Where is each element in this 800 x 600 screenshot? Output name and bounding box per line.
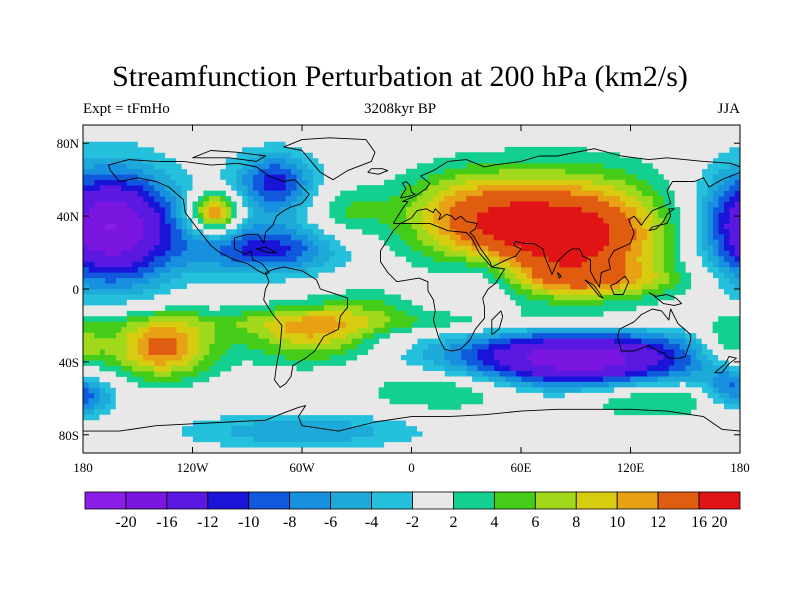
colorbar-swatch — [616, 491, 659, 510]
x-tick-label: 120E — [617, 460, 645, 475]
field-band-6 — [83, 152, 740, 443]
colorbar-label: 6 — [531, 514, 539, 531]
coastline-4 — [393, 171, 740, 288]
colorbar-swatch — [534, 491, 577, 510]
colorbar-swatch — [330, 491, 372, 510]
colorbar-label: -12 — [197, 514, 218, 531]
field-band-9 — [83, 146, 740, 416]
chart-title: Streamfunction Perturbation at 200 hPa (… — [112, 60, 688, 93]
axis-ticks: 180 120W 60W 0 60E 120E 180 80N 40N 0 40S 80S — [57, 125, 750, 475]
colorbar-label: 2 — [449, 514, 457, 531]
x-tick-label: 0 — [408, 460, 415, 475]
field-band-5 — [83, 157, 740, 410]
coastline-3 — [392, 148, 740, 224]
colorbar: -20 -16 -12 -10 -8 -6 -4 -2 2 4 6 8 10 12 16 20 — [84, 491, 741, 531]
colorbar-swatch — [493, 491, 536, 510]
colorbar-label: 10 — [609, 514, 625, 531]
colorbar-swatch — [657, 491, 700, 510]
colorbar-label: -6 — [324, 514, 337, 531]
experiment-label: Expt = tFmHo — [83, 101, 170, 117]
field-band-10 — [83, 163, 681, 383]
colorbar-label: -2 — [406, 514, 419, 531]
field-band-4 — [83, 163, 740, 405]
colorbar-label: -8 — [283, 514, 296, 531]
y-tick-label: 80N — [57, 136, 80, 151]
season-label: JJA — [717, 101, 740, 117]
y-tick-label: 0 — [73, 282, 80, 297]
colorbar-swatch — [575, 491, 618, 510]
colorbar-label: -10 — [238, 514, 259, 531]
coastline-8 — [83, 405, 740, 432]
coastline-9 — [648, 292, 683, 306]
coastline-12 — [648, 208, 675, 232]
colorbar-swatch — [207, 491, 250, 510]
x-tick-label: 60W — [289, 460, 315, 475]
colorbar-label: 12 — [650, 514, 666, 531]
colorbar-label: 16 — [691, 514, 707, 531]
colorbar-swatch — [84, 491, 127, 510]
coastline-13 — [400, 181, 416, 199]
coastlines — [83, 137, 740, 432]
colorbar-label: -20 — [115, 514, 136, 531]
y-tick-label: 80S — [59, 428, 79, 443]
coastline-0 — [108, 159, 310, 275]
colorbar-swatch — [248, 491, 291, 510]
coastline-14 — [367, 168, 389, 175]
field-band-0 — [104, 223, 117, 230]
colorbar-label: 8 — [572, 514, 580, 531]
coastline-16 — [256, 246, 277, 254]
coastline-6 — [491, 310, 504, 335]
colorbar-swatch — [371, 491, 413, 510]
coastline-1 — [283, 137, 376, 181]
colorbar-label: 4 — [490, 514, 498, 531]
coastline-15 — [714, 355, 737, 374]
time-label: 3208kyr BP — [363, 101, 437, 117]
coastline-10 — [584, 279, 604, 299]
coastline-2 — [263, 266, 349, 388]
coastline-7 — [617, 308, 692, 359]
colorbar-swatch — [289, 491, 332, 510]
colorbar-label: -16 — [156, 514, 177, 531]
coastline-18 — [192, 150, 266, 162]
coastline-17 — [557, 272, 562, 279]
y-tick-label: 40N — [57, 209, 80, 224]
field-band-1 — [83, 201, 626, 372]
x-tick-label: 120W — [177, 460, 210, 475]
colorbar-swatch — [698, 491, 741, 510]
colorbar-swatch — [412, 491, 454, 510]
streamfunction-field — [83, 125, 740, 453]
field-band-15 — [477, 201, 609, 268]
colorbar-swatch — [166, 491, 209, 510]
coastline-11 — [609, 275, 630, 295]
x-tick-label: 180 — [730, 460, 750, 475]
colorbar-swatch — [453, 491, 495, 510]
colorbar-label: -4 — [365, 514, 378, 531]
field-band-8 — [83, 125, 740, 453]
colorbar-label: 20 — [712, 514, 728, 531]
x-tick-label: 180 — [73, 460, 93, 475]
coastline-5 — [380, 222, 506, 352]
field-band-14 — [148, 190, 637, 355]
colorbar-swatch — [125, 491, 168, 510]
y-tick-label: 40S — [59, 355, 79, 370]
x-tick-label: 60E — [511, 460, 532, 475]
